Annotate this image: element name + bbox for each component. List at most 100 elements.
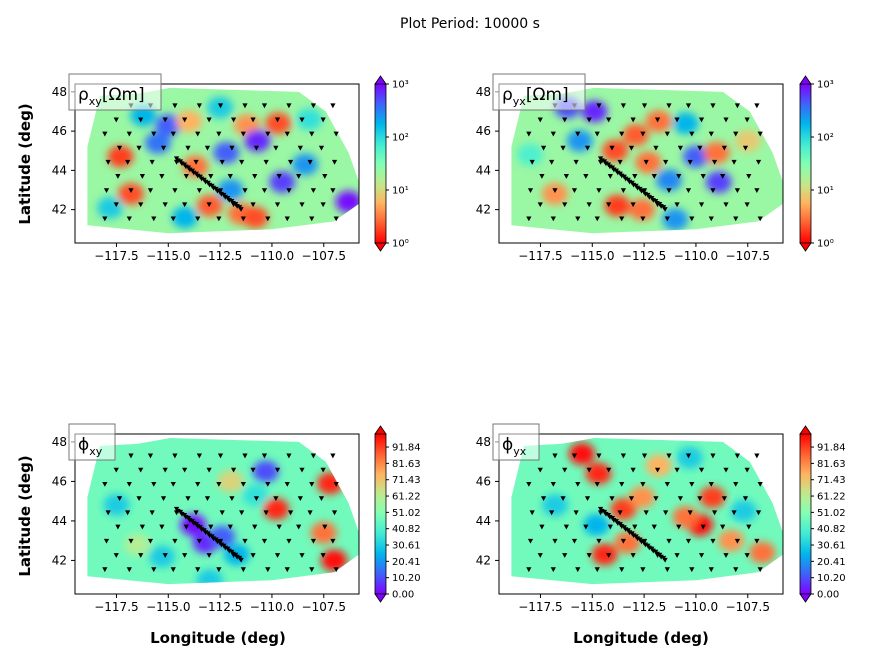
- x-tick-label: −110.0: [674, 600, 718, 614]
- station-marker: [596, 188, 602, 193]
- station-marker: [229, 145, 235, 151]
- station-marker: [674, 117, 680, 123]
- station-marker: [242, 103, 248, 109]
- station-marker: [253, 496, 259, 501]
- station-marker: [562, 467, 568, 473]
- station-marker: [162, 117, 168, 123]
- anomaly: [296, 108, 323, 131]
- station-marker: [537, 117, 543, 123]
- station-marker: [170, 481, 176, 487]
- anomaly: [292, 153, 319, 176]
- panel-rho_yx: −117.5 −115.0 −112.5 −110.0 −107.5 42 44 46 48 ρy…: [476, 73, 834, 263]
- y-tick-label: 48: [476, 85, 491, 99]
- station-marker: [723, 202, 729, 208]
- station-marker: [261, 538, 268, 544]
- x-tick-label: −107.5: [726, 600, 770, 614]
- station-marker: [586, 467, 592, 473]
- station-marker: [734, 103, 740, 109]
- anomaly: [622, 124, 649, 146]
- station-marker: [619, 216, 625, 222]
- station-marker: [575, 567, 581, 573]
- anomaly: [180, 513, 207, 536]
- station-marker: [242, 538, 248, 544]
- anomaly: [635, 151, 662, 174]
- anomaly: [263, 498, 290, 521]
- station-marker: [193, 159, 199, 165]
- station-marker: [196, 188, 202, 193]
- station-marker: [754, 538, 760, 544]
- station-marker: [261, 188, 268, 193]
- station-marker: [733, 216, 739, 222]
- y-tick-label: 42: [476, 203, 491, 217]
- station-marker: [333, 216, 339, 222]
- colorbar-tick-label: 40.82: [817, 524, 846, 535]
- y-axis-label-top: Latitude (deg): [16, 103, 34, 224]
- x-tick-label: −117.5: [518, 249, 562, 263]
- station-marker: [204, 145, 211, 151]
- station-marker: [606, 467, 612, 473]
- anomaly: [645, 110, 672, 133]
- station-marker: [276, 174, 282, 179]
- colorbar: 10⁰ 10¹ 10² 10³: [799, 75, 834, 252]
- station-marker: [594, 131, 600, 137]
- station-marker: [139, 524, 145, 530]
- station-marker: [594, 216, 600, 222]
- station-marker: [149, 159, 155, 165]
- station-marker: [526, 216, 532, 222]
- station-marker: [195, 216, 201, 222]
- station-marker: [677, 145, 683, 151]
- station-marker: [583, 524, 589, 530]
- station-marker: [208, 174, 214, 179]
- station-marker: [630, 467, 636, 473]
- y-tick-label: 44: [52, 163, 67, 177]
- station-marker: [239, 510, 245, 516]
- station-marker: [170, 131, 176, 137]
- x-tick-label: −107.5: [726, 249, 770, 263]
- station-marker: [742, 496, 749, 501]
- station-marker: [330, 188, 336, 193]
- anomaly: [585, 462, 612, 485]
- colorbar-gradient: [799, 83, 812, 244]
- station-marker: [195, 131, 201, 137]
- x-tick-label: −115.0: [570, 249, 614, 263]
- station-marker: [540, 145, 547, 151]
- y-tick-label: 46: [476, 124, 491, 138]
- station-markers: [526, 453, 763, 573]
- station-marker: [263, 510, 269, 516]
- station-marker: [333, 567, 339, 573]
- anomaly: [542, 182, 568, 205]
- station-marker: [273, 496, 279, 501]
- station-marker: [330, 538, 336, 544]
- station-marker: [552, 188, 558, 193]
- y-tick-label: 44: [476, 514, 491, 528]
- station-marker: [549, 159, 555, 165]
- anomaly: [566, 129, 593, 152]
- station-marker: [230, 467, 237, 473]
- station-marker: [276, 524, 282, 530]
- station-marker: [586, 553, 592, 558]
- y-tick-label: 46: [52, 474, 67, 488]
- station-marker: [204, 496, 211, 501]
- station-marker: [274, 467, 281, 473]
- anomaly: [656, 169, 682, 192]
- colorbar-tick-label: 10²: [392, 133, 409, 144]
- station-marker: [662, 207, 668, 212]
- station-marker: [159, 174, 165, 179]
- station-marker: [640, 131, 646, 137]
- station-marker: [297, 145, 303, 151]
- station-marker: [252, 174, 258, 179]
- station-marker: [708, 131, 714, 137]
- y-tick-label: 42: [52, 203, 67, 217]
- station-marker: [552, 453, 558, 459]
- station-marker: [309, 481, 315, 487]
- anomaly: [718, 529, 745, 552]
- station-marker: [160, 496, 167, 501]
- anomaly: [217, 470, 244, 493]
- anomaly: [144, 131, 171, 154]
- station-marker: [619, 131, 625, 137]
- station-marker: [242, 453, 248, 459]
- colorbar-tick-label: 61.22: [392, 492, 421, 503]
- station-marker: [261, 103, 268, 109]
- anomaly-layer: [103, 460, 348, 585]
- station-marker: [320, 553, 326, 558]
